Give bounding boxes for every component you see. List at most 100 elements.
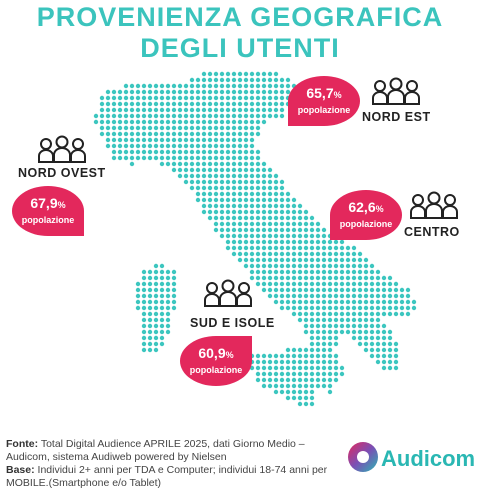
dot	[279, 233, 285, 239]
dot	[285, 203, 291, 209]
dot	[261, 161, 267, 167]
dot	[261, 257, 267, 263]
dot	[135, 113, 141, 119]
dot	[159, 131, 165, 137]
dot	[183, 95, 189, 101]
dot	[165, 89, 171, 95]
dot	[345, 281, 351, 287]
dot	[273, 275, 279, 281]
dot	[273, 203, 279, 209]
dot	[273, 227, 279, 233]
dot	[105, 113, 111, 119]
dot	[219, 161, 225, 167]
dot	[309, 353, 315, 359]
dot	[213, 143, 219, 149]
dot	[219, 167, 225, 173]
dot	[255, 149, 261, 155]
dot	[183, 137, 189, 143]
dot	[291, 395, 297, 401]
dot	[153, 137, 159, 143]
dot	[321, 377, 327, 383]
dot	[279, 257, 285, 263]
dot	[321, 299, 327, 305]
dot	[333, 281, 339, 287]
dot	[171, 107, 177, 113]
dot	[231, 173, 237, 179]
dot	[351, 311, 357, 317]
dot	[147, 275, 153, 281]
dot	[231, 155, 237, 161]
dot	[249, 173, 255, 179]
dot	[255, 275, 261, 281]
dot	[393, 359, 399, 365]
dot	[327, 377, 333, 383]
dot	[279, 113, 285, 119]
dot	[321, 371, 327, 377]
dot	[273, 371, 279, 377]
dot	[309, 377, 315, 383]
dot	[189, 119, 195, 125]
dot	[375, 317, 381, 323]
value: 62,6	[348, 199, 376, 215]
dot	[213, 167, 219, 173]
dot	[273, 113, 279, 119]
dot	[309, 329, 315, 335]
dot	[219, 155, 225, 161]
dot	[321, 233, 327, 239]
dot	[159, 275, 165, 281]
dot	[273, 359, 279, 365]
dot	[327, 275, 333, 281]
dot	[201, 203, 207, 209]
logo-mark	[348, 442, 378, 472]
dot	[327, 245, 333, 251]
dot	[189, 137, 195, 143]
dot	[291, 227, 297, 233]
dot	[135, 299, 141, 305]
dot	[123, 149, 129, 155]
dot	[273, 191, 279, 197]
dot	[231, 143, 237, 149]
dot	[177, 107, 183, 113]
dot	[153, 125, 159, 131]
dot	[315, 317, 321, 323]
dot	[321, 317, 327, 323]
dot	[243, 185, 249, 191]
dot	[321, 269, 327, 275]
dot	[207, 203, 213, 209]
dot	[177, 95, 183, 101]
dot	[303, 215, 309, 221]
dot	[159, 143, 165, 149]
dot	[231, 251, 237, 257]
dot	[213, 137, 219, 143]
dot	[279, 389, 285, 395]
dot	[291, 299, 297, 305]
dot	[297, 203, 303, 209]
dot	[303, 311, 309, 317]
dot	[303, 233, 309, 239]
dot	[201, 89, 207, 95]
dot	[393, 281, 399, 287]
dot	[237, 143, 243, 149]
dot	[321, 305, 327, 311]
dot	[273, 83, 279, 89]
dot	[273, 263, 279, 269]
dot	[261, 275, 267, 281]
dot	[255, 215, 261, 221]
dot	[123, 125, 129, 131]
dot	[279, 269, 285, 275]
dot	[183, 113, 189, 119]
dot	[315, 239, 321, 245]
dot	[285, 233, 291, 239]
dot	[267, 191, 273, 197]
dot	[147, 149, 153, 155]
dot	[213, 191, 219, 197]
dot	[339, 365, 345, 371]
dot	[105, 101, 111, 107]
dot	[279, 239, 285, 245]
dot	[261, 179, 267, 185]
dot	[279, 221, 285, 227]
dot	[303, 251, 309, 257]
dot	[129, 131, 135, 137]
dot	[213, 173, 219, 179]
